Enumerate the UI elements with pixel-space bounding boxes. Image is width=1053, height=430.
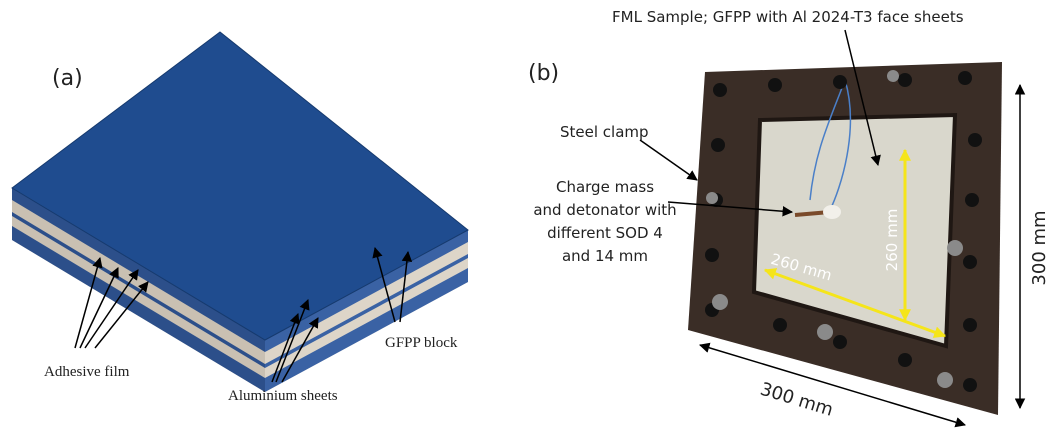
panel-label: (a): [52, 66, 83, 91]
annotation-line: different SOD 4: [547, 224, 663, 242]
annotation: Adhesive film: [44, 364, 130, 380]
dimension-label: 300 mm: [1029, 210, 1050, 285]
annotation: Steel clamp: [560, 123, 649, 141]
annotation-line: and 14 mm: [562, 247, 648, 265]
clamp-photo: [688, 62, 1002, 415]
panel-label: (b): [528, 61, 559, 86]
dimension-label: 300 mm: [758, 379, 836, 421]
charge-label: Charge mass and detonator with different…: [533, 178, 676, 265]
dimension-label: 260 mm: [883, 209, 901, 272]
caption: FML Sample; GFPP with Al 2024-T3 face sh…: [612, 8, 964, 26]
annotation: GFPP block: [385, 335, 458, 351]
annotation-line: Charge mass: [556, 178, 654, 196]
annotation: Aluminium sheets: [228, 388, 338, 404]
figure: (a) Adhesive film Aluminium sheets GFPP …: [0, 0, 1053, 430]
annotation-line: and detonator with: [533, 201, 676, 219]
